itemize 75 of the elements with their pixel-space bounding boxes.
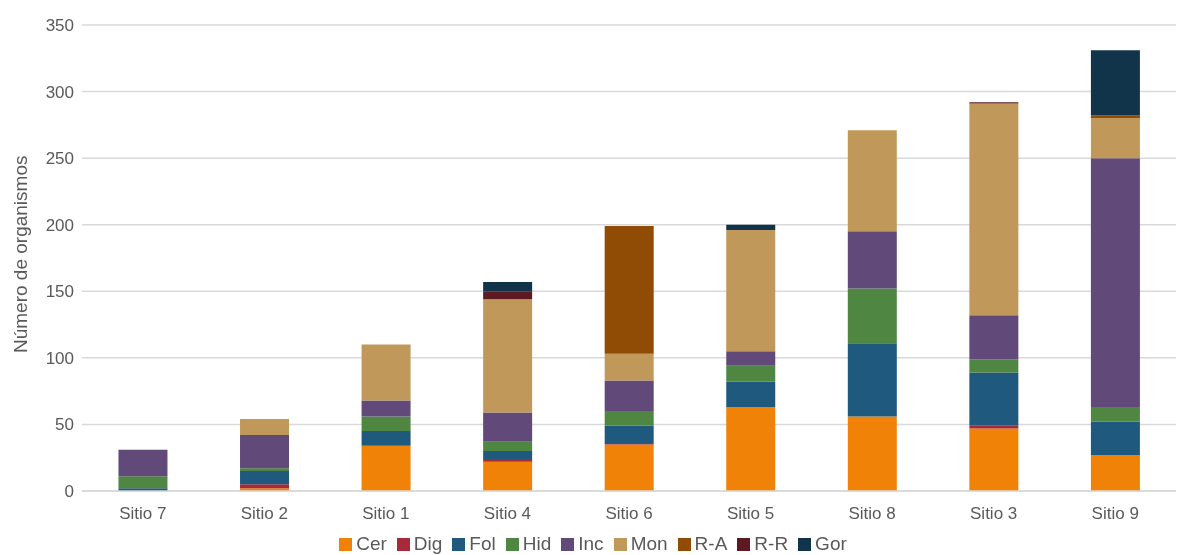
bar	[483, 299, 533, 413]
bar	[604, 380, 654, 412]
bar	[483, 451, 533, 460]
bar	[847, 343, 897, 417]
bar	[483, 412, 533, 442]
bar	[604, 425, 654, 444]
x-tick-label: Sitio 3	[970, 504, 1018, 524]
x-tick-label: Sitio 9	[1091, 504, 1139, 524]
bar	[483, 291, 533, 300]
bar	[604, 353, 654, 381]
bar	[361, 344, 411, 401]
bar	[483, 441, 533, 452]
bar	[847, 416, 897, 491]
x-tick-label: Sitio 5	[726, 504, 775, 524]
bar	[726, 407, 776, 491]
bar	[483, 461, 533, 491]
legend-label: Gor	[815, 533, 847, 554]
y-tick-label: 150	[45, 282, 74, 302]
bar	[604, 411, 654, 426]
bar	[969, 103, 1019, 316]
y-tick-label: 200	[45, 215, 74, 235]
bar	[726, 224, 776, 231]
y-tick-label: 0	[64, 482, 74, 502]
bar	[483, 459, 533, 462]
y-tick-label: 250	[45, 149, 74, 169]
bar	[969, 315, 1019, 360]
bar	[847, 288, 897, 344]
bar	[361, 445, 411, 491]
bar	[726, 381, 776, 408]
bar	[847, 231, 897, 289]
legend-label: R-A	[694, 533, 728, 554]
bar	[969, 359, 1019, 373]
y-tick-label: 50	[55, 415, 74, 435]
bar	[240, 471, 290, 485]
bar	[361, 431, 411, 446]
legend-label: Fol	[469, 533, 496, 554]
bar	[969, 428, 1019, 491]
legend-label: Dig	[413, 533, 443, 554]
bar	[1090, 407, 1140, 422]
bar	[969, 372, 1019, 426]
x-tick-label: Sitio 8	[848, 504, 896, 524]
bar	[1090, 118, 1140, 159]
legend-label: Hid	[522, 533, 552, 554]
bar	[1090, 158, 1140, 408]
bar	[483, 281, 533, 292]
bar	[361, 400, 411, 417]
x-tick-label: Sitio 6	[605, 504, 653, 524]
bar	[118, 449, 168, 477]
bar	[604, 444, 654, 491]
legend-label: Mon	[630, 533, 668, 554]
x-tick-label: Sitio 4	[483, 504, 532, 524]
bar	[726, 351, 776, 366]
x-tick-label: Sitio 1	[362, 504, 410, 524]
bar	[118, 476, 168, 489]
bar	[1090, 421, 1140, 456]
bar	[847, 130, 897, 232]
y-tick-label: 300	[45, 82, 74, 102]
bar	[604, 226, 654, 354]
legend-label: Inc	[578, 533, 604, 554]
bar	[726, 230, 776, 352]
x-tick-label: Sitio 7	[119, 504, 167, 524]
bar	[240, 435, 290, 469]
legend-label: R-R	[754, 533, 789, 554]
x-tick-label: Sitio 2	[240, 504, 288, 524]
bar	[361, 416, 411, 432]
y-tick-label: 100	[45, 348, 74, 368]
y-axis-title: Número de organismos	[9, 155, 31, 353]
bar	[1090, 455, 1140, 491]
y-tick-label: 350	[45, 16, 74, 36]
legend-label: Cer	[356, 533, 387, 554]
bar	[240, 419, 290, 436]
bar	[240, 484, 290, 489]
bar	[240, 468, 290, 472]
bar	[726, 365, 776, 382]
bar	[1090, 50, 1140, 116]
